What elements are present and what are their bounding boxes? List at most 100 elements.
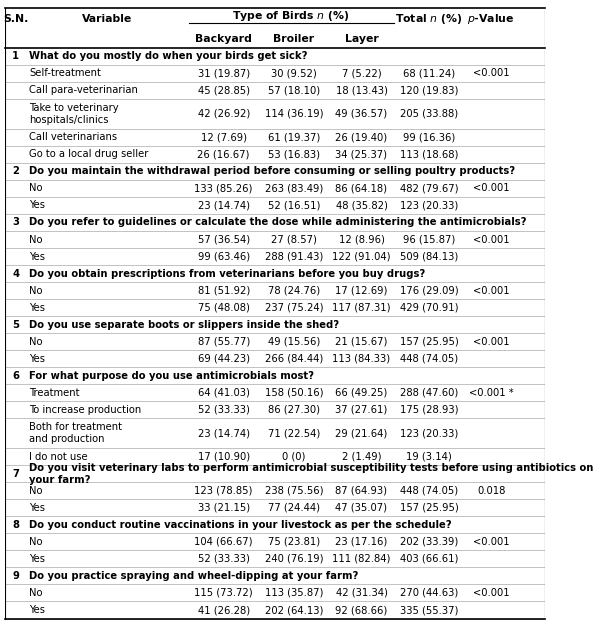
Text: Yes: Yes [29,554,45,564]
Text: $p$-Value: $p$-Value [467,12,515,26]
Text: 6: 6 [12,371,19,381]
Text: No: No [29,183,43,194]
Text: 270 (44.63): 270 (44.63) [400,588,458,598]
Text: Do you conduct routine vaccinations in your livestock as per the schedule?: Do you conduct routine vaccinations in y… [29,520,452,530]
Text: 57 (18.10): 57 (18.10) [268,86,320,95]
Text: 75 (23.81): 75 (23.81) [268,537,320,547]
Text: 69 (44.23): 69 (44.23) [197,354,250,364]
Text: 8: 8 [12,520,19,530]
Text: 53 (16.83): 53 (16.83) [268,150,320,159]
Text: 122 (91.04): 122 (91.04) [332,252,391,261]
Text: Do you refer to guidelines or calculate the dose while administering the antimic: Do you refer to guidelines or calculate … [29,217,527,227]
Text: 23 (14.74): 23 (14.74) [197,201,250,210]
Text: 117 (87.31): 117 (87.31) [332,303,391,312]
Text: 12 (7.69): 12 (7.69) [200,132,247,142]
Text: 3: 3 [12,217,19,227]
Text: <0.001: <0.001 [473,537,509,547]
Text: 71 (22.54): 71 (22.54) [268,428,320,438]
Text: 429 (70.91): 429 (70.91) [400,303,458,312]
Text: Do you obtain prescriptions from veterinarians before you buy drugs?: Do you obtain prescriptions from veterin… [29,268,425,279]
Text: 68 (11.24): 68 (11.24) [403,68,455,79]
Text: 17 (10.90): 17 (10.90) [197,452,250,462]
Text: 52 (33.33): 52 (33.33) [198,405,250,415]
Text: Treatment: Treatment [29,388,80,398]
Text: 237 (75.24): 237 (75.24) [265,303,323,312]
Text: 26 (16.67): 26 (16.67) [197,150,250,159]
Text: 42 (31.34): 42 (31.34) [335,588,388,598]
Text: No: No [29,537,43,547]
Text: 52 (16.51): 52 (16.51) [268,201,320,210]
Text: 482 (79.67): 482 (79.67) [400,183,458,194]
Text: Backyard: Backyard [195,35,252,44]
Text: No: No [29,235,43,245]
Text: 23 (14.74): 23 (14.74) [197,428,250,438]
Text: Type of Birds $n$ (%): Type of Birds $n$ (%) [232,9,350,23]
Text: 240 (76.19): 240 (76.19) [265,554,323,564]
Text: 238 (75.56): 238 (75.56) [265,486,323,496]
Text: 0 (0): 0 (0) [282,452,305,462]
Text: <0.001 *: <0.001 * [469,388,514,398]
Text: 92 (68.66): 92 (68.66) [335,605,388,615]
Text: 33 (21.15): 33 (21.15) [197,503,250,513]
Text: I do not use: I do not use [29,452,88,462]
Text: What do you mostly do when your birds get sick?: What do you mostly do when your birds ge… [29,51,308,61]
Text: 47 (35.07): 47 (35.07) [335,503,388,513]
Text: 403 (66.61): 403 (66.61) [400,554,458,564]
Text: 12 (8.96): 12 (8.96) [338,235,385,245]
Text: Do you practice spraying and wheel-dipping at your farm?: Do you practice spraying and wheel-dippi… [29,571,358,581]
Text: 288 (91.43): 288 (91.43) [265,252,323,261]
Text: 87 (55.77): 87 (55.77) [197,337,250,347]
Text: <0.001: <0.001 [473,286,509,296]
Text: 64 (41.03): 64 (41.03) [198,388,250,398]
Text: 448 (74.05): 448 (74.05) [400,486,458,496]
Text: Yes: Yes [29,354,45,364]
Text: 335 (55.37): 335 (55.37) [400,605,458,615]
Text: 113 (84.33): 113 (84.33) [332,354,391,364]
Text: No: No [29,286,43,296]
Text: 7: 7 [12,469,19,479]
Text: 123 (20.33): 123 (20.33) [400,201,458,210]
Text: 123 (78.85): 123 (78.85) [194,486,253,496]
Text: 75 (48.08): 75 (48.08) [198,303,250,312]
Text: 18 (13.43): 18 (13.43) [335,86,388,95]
Text: <0.001: <0.001 [473,183,509,194]
Text: Yes: Yes [29,201,45,210]
Text: 509 (84.13): 509 (84.13) [400,252,458,261]
Text: 86 (27.30): 86 (27.30) [268,405,320,415]
Text: 114 (36.19): 114 (36.19) [265,109,323,119]
Text: Call veterinarians: Call veterinarians [29,132,117,142]
Text: No: No [29,486,43,496]
Text: 202 (64.13): 202 (64.13) [265,605,323,615]
Text: 31 (19.87): 31 (19.87) [197,68,250,79]
Text: 176 (29.09): 176 (29.09) [400,286,458,296]
Text: 29 (21.64): 29 (21.64) [335,428,388,438]
Text: 205 (33.88): 205 (33.88) [400,109,458,119]
Text: 1: 1 [12,51,19,61]
Text: 0.018: 0.018 [477,486,505,496]
Text: Broiler: Broiler [274,35,314,44]
Text: 120 (19.83): 120 (19.83) [400,86,458,95]
Text: 158 (50.16): 158 (50.16) [265,388,323,398]
Text: 263 (83.49): 263 (83.49) [265,183,323,194]
Text: Call para-veterinarian: Call para-veterinarian [29,86,138,95]
Text: 4: 4 [12,268,19,279]
Text: 48 (35.82): 48 (35.82) [335,201,388,210]
Text: 27 (8.57): 27 (8.57) [271,235,317,245]
Text: 86 (64.18): 86 (64.18) [335,183,388,194]
Text: 23 (17.16): 23 (17.16) [335,537,388,547]
Text: Self-treatment: Self-treatment [29,68,101,79]
Text: Take to veterinary
hospitals/clinics: Take to veterinary hospitals/clinics [29,103,119,125]
Text: 266 (84.44): 266 (84.44) [265,354,323,364]
Text: 202 (33.39): 202 (33.39) [400,537,458,547]
Text: 17 (12.69): 17 (12.69) [335,286,388,296]
Text: 49 (36.57): 49 (36.57) [335,109,388,119]
Text: To increase production: To increase production [29,405,142,415]
Text: 45 (28.85): 45 (28.85) [197,86,250,95]
Text: 448 (74.05): 448 (74.05) [400,354,458,364]
Text: 52 (33.33): 52 (33.33) [198,554,250,564]
Text: 5: 5 [12,320,19,330]
Text: 42 (26.92): 42 (26.92) [197,109,250,119]
Text: 78 (24.76): 78 (24.76) [268,286,320,296]
Text: 21 (15.67): 21 (15.67) [335,337,388,347]
Text: 49 (15.56): 49 (15.56) [268,337,320,347]
